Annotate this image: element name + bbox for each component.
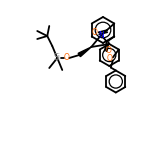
Text: Si: Si (54, 54, 61, 62)
Text: O: O (106, 46, 112, 55)
Text: O: O (63, 54, 69, 62)
Text: O: O (92, 28, 98, 37)
Polygon shape (78, 47, 91, 57)
Text: O: O (107, 54, 113, 63)
Text: N: N (98, 31, 104, 40)
